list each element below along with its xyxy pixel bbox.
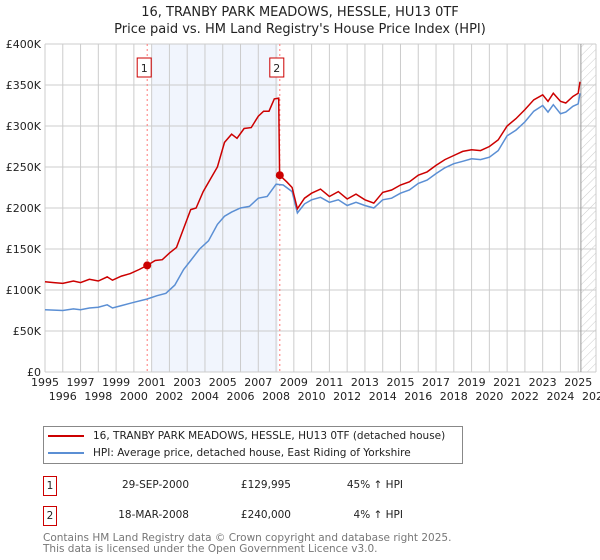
title: 16, TRANBY PARK MEADOWS, HESSLE, HU13 0T… (141, 5, 459, 20)
sale-price: £129,995 (240, 479, 291, 491)
y-tick-label: £150K (6, 243, 42, 256)
x-tick-label: 2017 (422, 376, 450, 389)
x-tick-label: 2024 (546, 390, 574, 403)
x-tick-label: 2026 (582, 390, 600, 403)
x-tick-label: 2000 (120, 390, 148, 403)
x-tick-label: 2007 (244, 376, 272, 389)
x-tick-label: 1999 (102, 376, 130, 389)
x-tick-label: 2012 (333, 390, 361, 403)
footer-line-2: This data is licensed under the Open Gov… (43, 543, 378, 555)
x-tick-label: 2011 (315, 376, 343, 389)
y-tick-label: £100K (6, 284, 42, 297)
footer: Contains HM Land Registry data © Crown c… (43, 533, 451, 555)
y-tick-label: £0 (27, 366, 41, 379)
y-tick-label: £400K (6, 38, 42, 51)
x-tick-label: 2001 (138, 376, 166, 389)
sale-1-label: 1 (141, 62, 148, 75)
x-tick-label: 1996 (49, 390, 77, 403)
x-tick-label: 2008 (262, 390, 290, 403)
sale-date: 29-SEP-2000 (121, 479, 189, 491)
sale-marker-1: 1 (43, 476, 57, 496)
x-tick-label: 2009 (280, 376, 308, 389)
legend-blue-line (48, 451, 84, 454)
x-tick-label: 2006 (227, 390, 255, 403)
y-tick-label: £200K (6, 202, 42, 215)
sale-hpi: 45% ↑ HPI (346, 479, 403, 491)
legend-red-line (48, 434, 84, 437)
x-tick-label: 2023 (529, 376, 557, 389)
x-tick-label: 1998 (84, 390, 112, 403)
sale-date: 18-MAR-2008 (118, 509, 189, 521)
y-tick-label: £350K (6, 79, 42, 92)
x-tick-label: 2005 (209, 376, 237, 389)
subtitle: Price paid vs. HM Land Registry's House … (114, 22, 486, 37)
x-tick-label: 2021 (493, 376, 521, 389)
x-tick-label: 2010 (298, 390, 326, 403)
sale-2-label-box (269, 57, 285, 78)
sale-2-label: 2 (273, 62, 280, 75)
sale-1-label-box (136, 57, 152, 78)
x-tick-label: 2016 (404, 390, 432, 403)
series-line-hpi (44, 93, 581, 312)
x-tick-label: 1995 (31, 376, 59, 389)
series-line-property (44, 81, 581, 285)
footer-line-1: Contains HM Land Registry data © Crown c… (43, 532, 452, 544)
x-tick-label: 2015 (386, 376, 414, 389)
x-tick-label: 2013 (351, 376, 379, 389)
chart-title: 16, TRANBY PARK MEADOWS, HESSLE, HU13 0T… (0, 4, 600, 38)
x-tick-label: 1997 (67, 376, 95, 389)
sale-price: £240,000 (240, 509, 291, 521)
x-tick-label: 2014 (369, 390, 397, 403)
legend-hpi: HPI: Average price, detached house, East… (93, 446, 411, 459)
x-tick-label: 2002 (155, 390, 183, 403)
sale-marker-2: 2 (43, 506, 57, 526)
legend: 16, TRANBY PARK MEADOWS, HESSLE, HU13 0T… (43, 426, 463, 464)
sale-2-point (275, 171, 284, 180)
y-tick-label: £300K (6, 120, 42, 133)
x-tick-label: 2003 (173, 376, 201, 389)
sale-1-point (143, 261, 152, 270)
x-tick-label: 2018 (440, 390, 468, 403)
y-tick-label: £250K (6, 161, 42, 174)
y-tick-label: £50K (13, 325, 42, 338)
price-chart: 1995199619971998199920002001200220032004… (6, 38, 600, 403)
legend-property: 16, TRANBY PARK MEADOWS, HESSLE, HU13 0T… (93, 429, 446, 442)
x-tick-label: 2019 (458, 376, 486, 389)
x-tick-label: 2025 (564, 376, 592, 389)
x-tick-label: 2020 (475, 390, 503, 403)
sale-hpi: 4% ↑ HPI (353, 509, 403, 521)
x-tick-label: 2004 (191, 390, 219, 403)
x-tick-label: 2022 (511, 390, 539, 403)
